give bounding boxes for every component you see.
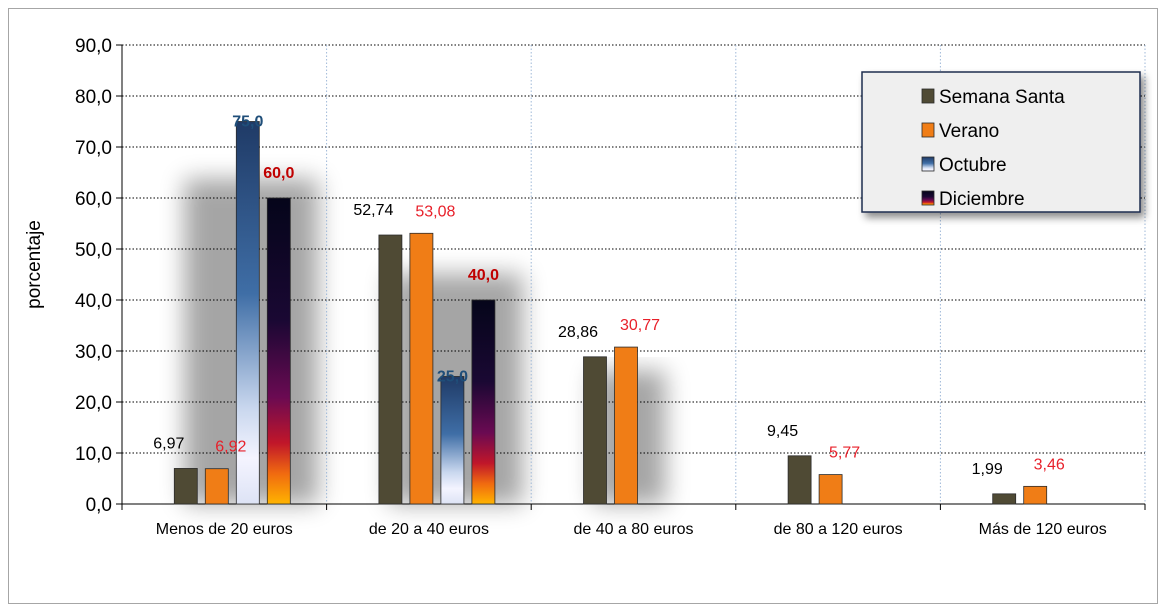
bar-verano	[204, 468, 229, 505]
bar-semana-santa	[583, 356, 607, 505]
bar-verano	[614, 346, 638, 505]
y-tick-label: 50,0	[75, 240, 112, 261]
x-category-label: de 80 a 120 euros	[774, 521, 903, 538]
y-tick-label: 70,0	[75, 138, 112, 159]
legend-entry: Semana Santa	[939, 87, 1065, 108]
bar-semana-santa	[173, 468, 198, 505]
data-label: 3,46	[1034, 456, 1065, 473]
data-label: 6,97	[153, 435, 184, 452]
data-label: 52,74	[353, 202, 393, 219]
legend-swatch	[921, 156, 935, 172]
legend-swatch	[921, 122, 935, 138]
data-label: 6,92	[215, 439, 246, 456]
y-tick-label: 30,0	[75, 342, 112, 363]
y-tick-label: 60,0	[75, 189, 112, 210]
data-label: 60,0	[263, 165, 294, 182]
x-category-label: de 20 a 40 euros	[369, 521, 489, 538]
data-label: 40,0	[468, 267, 499, 284]
legend-swatch	[921, 190, 935, 206]
data-label: 25,0	[437, 369, 468, 386]
bar-octubre	[235, 121, 260, 505]
bars	[173, 121, 1048, 505]
legend-entry: Verano	[939, 121, 999, 142]
y-tick-label: 20,0	[75, 393, 112, 414]
x-category-label: Menos de 20 euros	[156, 521, 293, 538]
data-label: 9,45	[767, 423, 798, 440]
axes: 0,0 10,0 20,0 30,0 40,0 50,0 60,0 70,0 80,0 90,0 M…	[75, 36, 1146, 538]
legend-entry: Diciembre	[939, 189, 1025, 210]
bar-octubre	[440, 376, 465, 505]
x-category-label: de 40 a 80 euros	[573, 521, 693, 538]
legend-box	[861, 71, 1141, 213]
data-label: 5,77	[829, 445, 860, 462]
bar-semana-santa	[378, 234, 403, 505]
y-axis-title: porcentaje	[24, 220, 45, 309]
y-tick-label: 80,0	[75, 87, 112, 108]
data-label: 30,77	[620, 317, 660, 334]
bar-semana-santa	[787, 455, 812, 505]
bar-diciembre	[471, 299, 496, 505]
data-label: 53,08	[415, 203, 455, 220]
data-label: 1,99	[972, 461, 1003, 478]
bar-diciembre	[266, 197, 291, 505]
data-label: 75,0	[232, 114, 263, 131]
bar-verano	[409, 232, 434, 505]
y-tick-label: 0,0	[86, 495, 112, 516]
bar-verano	[1023, 485, 1048, 505]
legend-entry: Octubre	[939, 155, 1007, 176]
bar-verano	[818, 474, 843, 505]
bar-semana-santa	[992, 493, 1017, 505]
legend-swatch	[921, 88, 935, 104]
data-labels: 6,97 6,92 75,0 60,0 52,74 53,08 25,0 40,0 28,86 3…	[153, 114, 1065, 478]
y-tick-label: 40,0	[75, 291, 112, 312]
data-label: 28,86	[558, 324, 598, 341]
y-tick-label: 90,0	[75, 36, 112, 57]
x-category-label: Más de 120 euros	[979, 521, 1107, 538]
legend: Semana Santa Verano Octubre Diciembre	[861, 71, 1141, 213]
y-tick-label: 10,0	[75, 444, 112, 465]
